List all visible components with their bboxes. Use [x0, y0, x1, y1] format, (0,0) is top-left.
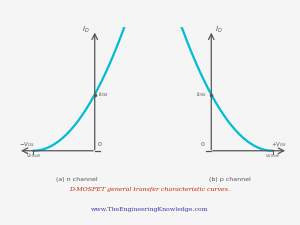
Text: $I_{DSS}$: $I_{DSS}$ — [196, 90, 207, 99]
Text: www.TheEngineeringKnowledge.com: www.TheEngineeringKnowledge.com — [91, 207, 209, 212]
Text: $0$: $0$ — [97, 140, 103, 148]
Text: $I_{DSS}$: $I_{DSS}$ — [98, 90, 109, 99]
Text: $V_{GS(off)}$: $V_{GS(off)}$ — [265, 153, 280, 160]
Text: (b) p channel: (b) p channel — [209, 177, 250, 182]
Text: $I_D$: $I_D$ — [215, 25, 223, 35]
Text: $I_D$: $I_D$ — [82, 25, 90, 35]
Text: $0$: $0$ — [200, 140, 205, 148]
Text: $+V_{GS}$: $+V_{GS}$ — [271, 140, 287, 148]
Text: $-V_{GS}$: $-V_{GS}$ — [19, 140, 35, 148]
Text: (a) n channel: (a) n channel — [56, 177, 97, 182]
Text: $V_{GS(off)}$: $V_{GS(off)}$ — [26, 153, 41, 160]
Text: D-MOSFET general transfer characteristic curves.: D-MOSFET general transfer characteristic… — [70, 187, 230, 192]
